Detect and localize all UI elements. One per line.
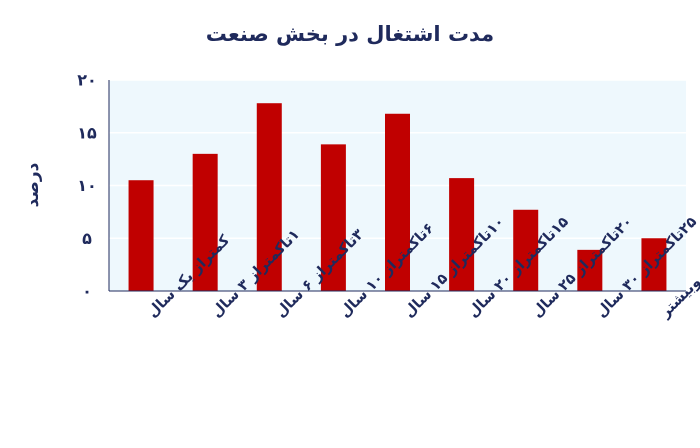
y-axis-label: درصد bbox=[23, 162, 43, 207]
y-tick-label: ۱۰ bbox=[77, 176, 97, 195]
bar bbox=[449, 178, 475, 291]
bar bbox=[513, 209, 539, 291]
bar bbox=[128, 180, 154, 291]
y-axis-ticks: ۰ ۵ ۱۰ ۱۵ ۲۰ bbox=[77, 71, 97, 301]
bar bbox=[577, 249, 603, 291]
bar bbox=[385, 113, 410, 291]
bar bbox=[320, 144, 346, 291]
chart-title: مدت اشتغال در بخش صنعت bbox=[206, 22, 494, 46]
y-tick-label: ۱۵ bbox=[77, 123, 97, 142]
bar bbox=[192, 153, 218, 291]
y-tick-label: ۵ bbox=[82, 229, 92, 248]
y-tick-label: ۲۰ bbox=[77, 71, 97, 90]
bar bbox=[641, 238, 667, 291]
bars bbox=[128, 103, 667, 292]
bar bbox=[256, 103, 282, 292]
y-tick-label: ۰ bbox=[82, 282, 92, 301]
